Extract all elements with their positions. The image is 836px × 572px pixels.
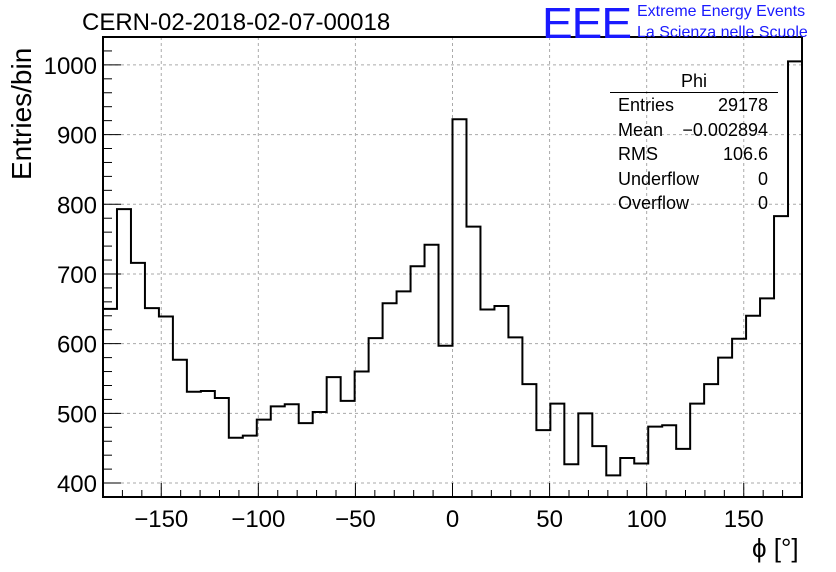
x-tick-label: −50 <box>335 506 376 533</box>
stats-row: Underflow 0 <box>610 167 778 192</box>
x-tick-label: 100 <box>627 506 667 533</box>
x-tick-label: 0 <box>446 506 459 533</box>
x-tick-label: −150 <box>134 506 188 533</box>
y-tick-label: 600 <box>57 332 97 359</box>
stats-label: RMS <box>618 144 658 164</box>
y-axis-ticks: 400 500 600 700 800 900 1000 <box>44 36 121 498</box>
stats-row: Mean −0.002894 <box>610 118 778 143</box>
stats-box: Phi Entries 29178 Mean −0.002894 RMS 106… <box>610 70 778 216</box>
stats-label: Underflow <box>618 168 700 189</box>
stats-row: Overflow 0 <box>610 191 778 216</box>
eee-logo: EEE <box>542 0 632 48</box>
chart-title: CERN-02-2018-02-07-00018 <box>82 9 391 36</box>
x-tick-label: 50 <box>536 506 563 533</box>
stats-label: Overflow <box>618 193 690 213</box>
y-tick-label: 500 <box>57 401 97 428</box>
stats-label: Mean <box>618 119 664 140</box>
stats-label: Entries <box>618 95 675 115</box>
y-tick-label: 1000 <box>44 53 97 80</box>
x-axis-label: ϕ [°] <box>752 533 799 563</box>
stats-title: Phi <box>610 70 778 93</box>
stats-value: 0 <box>757 193 768 213</box>
y-tick-label: 400 <box>57 471 97 498</box>
stats-value: 0 <box>757 168 768 189</box>
logo-line-1: Extreme Energy Events <box>637 3 806 20</box>
stats-row: Entries 29178 <box>610 93 778 118</box>
stats-value: 106.6 <box>722 144 768 164</box>
x-axis-ticks: −150 −100 −50 0 50 100 150 <box>102 483 803 533</box>
stats-value: −0.002894 <box>682 119 768 140</box>
stats-row: RMS 106.6 <box>610 142 778 167</box>
stats-value: 29178 <box>717 95 768 115</box>
y-tick-label: 700 <box>57 262 97 289</box>
y-axis-label: Entries/bin <box>6 47 37 180</box>
y-tick-label: 900 <box>57 123 97 150</box>
x-tick-label: −100 <box>231 506 285 533</box>
histogram-series <box>103 60 802 477</box>
logo-line-2: La Scienza nelle Scuole <box>637 24 808 41</box>
y-tick-label: 800 <box>57 192 97 219</box>
x-tick-label: 150 <box>724 506 764 533</box>
